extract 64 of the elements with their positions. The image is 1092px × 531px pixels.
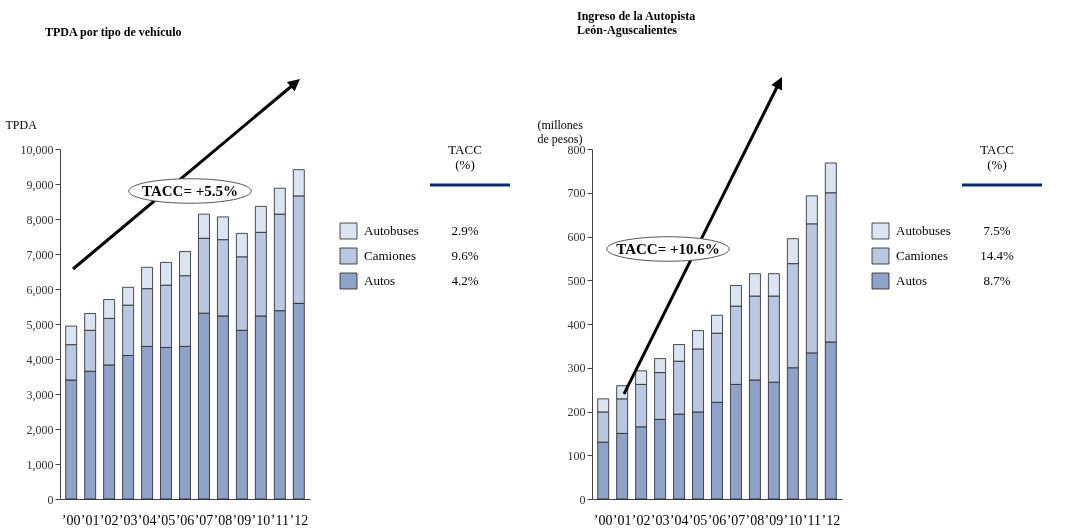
x-tick-label: ’03 <box>118 512 138 528</box>
y-tick-label: 500 <box>567 273 586 288</box>
y-tick-label: 8,000 <box>26 212 54 227</box>
x-tick-label: ’02 <box>99 512 119 528</box>
text: TACC (%) <box>448 142 482 172</box>
y-tick-label: 9,000 <box>26 177 54 192</box>
y-tick-label: 5,000 <box>26 317 54 332</box>
text: 8.7% <box>983 273 1011 288</box>
text: 2.9% <box>451 223 479 238</box>
x-tick-label: ’08 <box>213 512 233 528</box>
legend-label: Autos <box>896 273 928 288</box>
y-tick-label: 4,000 <box>26 352 54 367</box>
x-tick-label: ’05 <box>156 512 176 528</box>
x-tick-label: ’12 <box>289 512 309 528</box>
annotation: TACC= +5.5% <box>142 183 238 199</box>
x-tick-label: ’01 <box>612 512 632 528</box>
y-tick-label: 7,000 <box>26 247 54 262</box>
chart-title: TPDA por tipo de vehículo <box>45 25 182 39</box>
x-tick-label: ’09 <box>232 512 252 528</box>
x-tick-label: ’02 <box>631 512 651 528</box>
annotation: TACC= +10.6% <box>616 241 720 257</box>
x-tick-label: ’08 <box>745 512 765 528</box>
x-tick-label: ’06 <box>707 512 727 528</box>
legend-label: Camiones <box>896 248 948 263</box>
y-tick-label: 2,000 <box>26 422 54 437</box>
text: 14.4% <box>980 248 1014 263</box>
y-tick-label: 400 <box>567 317 586 332</box>
x-tick-label: ’09 <box>764 512 784 528</box>
text: 4.2% <box>451 273 479 288</box>
x-tick-label: ’06 <box>175 512 195 528</box>
x-tick-label: ’07 <box>726 512 746 528</box>
legend-label: Autobuses <box>896 223 951 238</box>
x-tick-label: ’05 <box>688 512 708 528</box>
legend-label: Autos <box>364 273 396 288</box>
y-tick-label: 300 <box>567 361 586 376</box>
x-tick-label: ’04 <box>137 512 157 528</box>
y-tick-label: 1,000 <box>26 457 54 472</box>
x-tick-label: ’10 <box>783 512 803 528</box>
x-tick-label: ’01 <box>80 512 100 528</box>
x-tick-label: ’00 <box>593 512 613 528</box>
chart-title: Ingreso de la Autopista León-Aguscalientes <box>577 9 696 37</box>
x-tick-label: ’11 <box>802 512 821 528</box>
y-tick-label: 3,000 <box>26 387 54 402</box>
x-tick-label: ’10 <box>251 512 271 528</box>
legend-label: Autobuses <box>364 223 419 238</box>
y-tick-label: 0 <box>47 492 54 507</box>
x-tick-label: ’12 <box>821 512 841 528</box>
x-tick-label: ’07 <box>194 512 214 528</box>
x-tick-label: ’04 <box>669 512 689 528</box>
x-tick-label: ’11 <box>270 512 289 528</box>
y-tick-label: 200 <box>567 405 586 419</box>
legend-label: Camiones <box>364 248 416 263</box>
y-tick-label: 700 <box>567 186 586 201</box>
y-tick-label: 6,000 <box>26 282 54 297</box>
y-tick-label: 100 <box>567 448 586 463</box>
y-tick-label: 0 <box>579 492 586 507</box>
y-axis-title: TPDA <box>5 117 38 132</box>
y-tick-label: 10,000 <box>20 142 54 157</box>
text: 7.5% <box>983 223 1011 238</box>
x-tick-label: ’00 <box>61 512 81 528</box>
x-tick-label: ’03 <box>650 512 670 528</box>
y-tick-label: 600 <box>567 230 586 244</box>
text: 9.6% <box>451 248 479 263</box>
text: TACC (%) <box>980 142 1014 172</box>
